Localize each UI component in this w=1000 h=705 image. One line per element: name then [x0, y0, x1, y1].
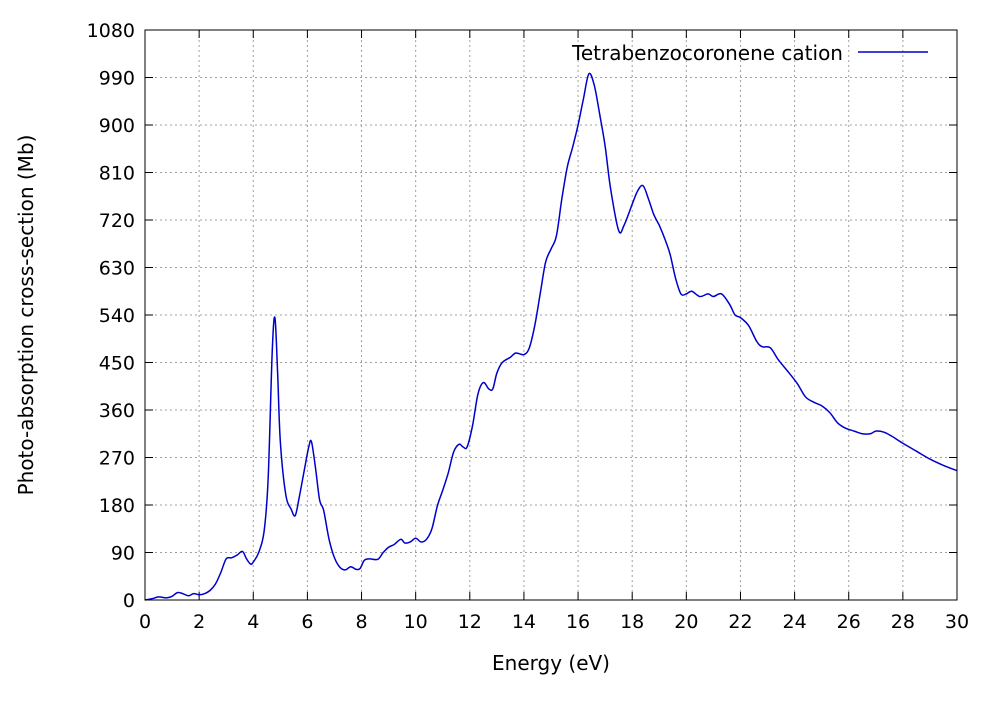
x-tick-label: 2 [193, 611, 205, 633]
y-tick-label: 360 [99, 400, 135, 422]
x-axis-label: Energy (eV) [492, 651, 610, 675]
y-tick-labels: 0 90 180 270 360 450 540 630 720 810 900 990 1080 [87, 20, 135, 612]
axis-ticks [144, 29, 958, 601]
y-tick-label: 630 [99, 258, 135, 280]
y-tick-label: 270 [99, 448, 135, 470]
y-tick-label: 450 [99, 353, 135, 375]
x-tick-label: 24 [783, 611, 807, 633]
x-tick-labels: 0 2 4 6 8 10 12 14 16 18 20 22 24 26 28 30 [139, 611, 969, 633]
x-tick-label: 18 [620, 611, 644, 633]
series-line [144, 72, 958, 601]
series-layer [144, 72, 958, 601]
y-tick-label: 90 [111, 543, 135, 565]
y-tick-label: 900 [99, 115, 135, 137]
y-tick-label: 1080 [87, 20, 135, 42]
x-tick-label: 8 [355, 611, 367, 633]
x-tick-label: 14 [512, 611, 536, 633]
x-tick-label: 0 [139, 611, 151, 633]
x-tick-label: 20 [674, 611, 698, 633]
grid [145, 30, 957, 600]
plot-frame [144, 29, 958, 601]
y-tick-label: 720 [99, 210, 135, 232]
y-tick-label: 810 [99, 163, 135, 185]
y-tick-label: 0 [123, 590, 135, 612]
x-tick-label: 26 [837, 611, 861, 633]
x-tick-label: 16 [566, 611, 590, 633]
legend: Tetrabenzocoronene cation [571, 41, 928, 65]
x-tick-label: 4 [247, 611, 259, 633]
y-axis-label: Photo-absorption cross-section (Mb) [14, 135, 38, 496]
y-tick-label: 990 [99, 68, 135, 90]
x-tick-label: 6 [301, 611, 313, 633]
legend-label: Tetrabenzocoronene cation [571, 41, 843, 65]
x-tick-label: 12 [458, 611, 482, 633]
x-tick-label: 30 [945, 611, 969, 633]
y-tick-label: 540 [99, 305, 135, 327]
x-tick-label: 10 [404, 611, 428, 633]
y-tick-label: 180 [99, 495, 135, 517]
x-tick-label: 28 [891, 611, 915, 633]
x-tick-label: 22 [728, 611, 752, 633]
